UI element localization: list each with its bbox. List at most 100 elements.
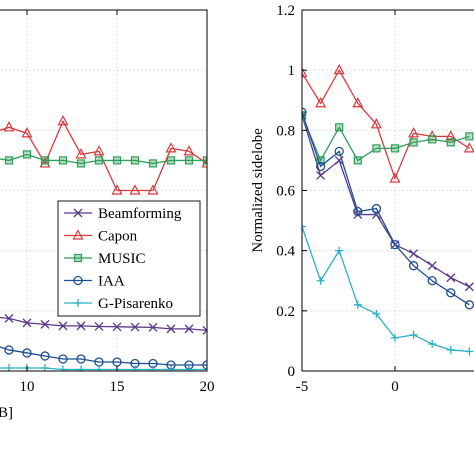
- data-point: [22, 318, 32, 328]
- data-point: [201, 157, 207, 168]
- data-point: [463, 142, 474, 153]
- data-point: [185, 365, 193, 371]
- legend-entry-music: MUSIC: [64, 251, 146, 267]
- legend-marker: [73, 208, 83, 218]
- data-point: [4, 345, 14, 355]
- y-tick-label: 0.4: [276, 244, 295, 260]
- data-point: [408, 127, 420, 138]
- data-point: [59, 365, 67, 371]
- data-point: [408, 261, 419, 271]
- data-point: [21, 127, 33, 138]
- x-tick-label: 15: [110, 379, 125, 395]
- series-line-beamforming: [302, 115, 470, 288]
- data-point: [58, 156, 68, 165]
- data-point: [93, 145, 105, 156]
- data-point: [389, 172, 401, 183]
- data-point: [75, 148, 87, 159]
- data-point: [76, 354, 86, 364]
- data-point: [316, 276, 325, 285]
- data-point: [372, 144, 381, 153]
- data-point: [391, 333, 399, 342]
- data-point: [76, 159, 86, 168]
- series-line-g-pisarenko: [302, 226, 470, 353]
- y-tick-label: 0.8: [276, 123, 295, 139]
- legend-entry-beamforming: Beamforming: [64, 206, 182, 222]
- data-point: [390, 144, 400, 153]
- data-point: [22, 348, 32, 358]
- legend-label: IAA: [98, 274, 125, 290]
- data-point: [40, 351, 50, 361]
- data-point: [183, 145, 195, 156]
- left-panel: 10 15 20 B] Beamforming Capon MUSIC IAA G-Pisare…: [0, 9, 215, 421]
- data-point: [465, 347, 474, 356]
- data-point: [58, 354, 68, 364]
- x-tick-label: 10: [20, 379, 35, 395]
- y-tick-label: 1: [288, 63, 296, 79]
- legend-entry-g-pisarenko: G-Pisarenko: [64, 296, 173, 312]
- data-point: [58, 321, 68, 331]
- data-point: [446, 138, 455, 147]
- data-point: [353, 300, 362, 309]
- data-point: [203, 365, 207, 371]
- series-line-g-pisarenko: [0, 367, 207, 371]
- data-point: [446, 345, 455, 354]
- data-point: [409, 138, 418, 147]
- data-point: [184, 156, 194, 165]
- x-tick-label: 0: [391, 379, 399, 395]
- data-point: [76, 321, 86, 331]
- data-point: [353, 210, 363, 220]
- data-point: [464, 300, 474, 310]
- y-axis-label: Normalized sidelobe: [250, 128, 266, 253]
- data-point: [409, 330, 418, 339]
- data-point: [77, 365, 85, 371]
- data-point: [446, 273, 456, 283]
- data-point: [427, 276, 437, 286]
- series-line-iaa: [0, 346, 207, 366]
- plot-area: [302, 63, 474, 356]
- data-point: [147, 184, 159, 195]
- data-point: [202, 360, 207, 370]
- data-point: [428, 135, 437, 144]
- legend-entry-iaa: IAA: [64, 274, 125, 290]
- data-point: [130, 322, 140, 332]
- data-point: [166, 156, 176, 165]
- y-tick-label: 0: [288, 364, 296, 380]
- data-point: [315, 161, 326, 172]
- data-point: [202, 156, 207, 165]
- data-point: [465, 132, 474, 141]
- legend-marker: [73, 253, 83, 263]
- data-point: [4, 313, 14, 323]
- data-point: [148, 322, 158, 332]
- legend-label: Beamforming: [98, 206, 182, 222]
- data-point: [149, 365, 157, 371]
- data-point: [335, 246, 344, 255]
- data-point: [202, 325, 207, 335]
- data-point: [40, 319, 50, 329]
- data-point: [112, 156, 122, 165]
- data-point: [39, 157, 51, 168]
- legend-entry-capon: Capon: [64, 229, 138, 245]
- x-tick-label: -5: [296, 379, 309, 395]
- data-point: [334, 146, 344, 157]
- data-point: [94, 322, 104, 331]
- data-point: [334, 155, 344, 165]
- data-point: [166, 324, 176, 334]
- y-tick-label: 0.6: [276, 184, 295, 200]
- data-point: [112, 322, 122, 332]
- data-point: [427, 261, 437, 271]
- legend-marker: [73, 275, 83, 286]
- data-point: [129, 184, 141, 195]
- data-point: [446, 288, 456, 298]
- legend-label: G-Pisarenko: [98, 296, 173, 312]
- data-point: [94, 156, 104, 165]
- data-point: [111, 184, 123, 195]
- data-point: [370, 118, 382, 129]
- series-line-capon: [302, 68, 470, 181]
- data-point: [445, 130, 457, 141]
- data-point: [353, 156, 362, 165]
- legend-marker: [72, 229, 84, 240]
- data-point: [40, 156, 50, 165]
- axes-frame: [0, 9, 208, 372]
- data-point: [184, 324, 194, 334]
